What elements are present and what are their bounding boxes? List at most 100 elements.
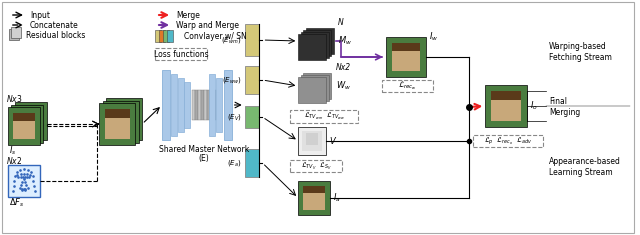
Bar [108, 107, 133, 136]
Bar [386, 37, 426, 77]
Text: $\Delta F_s$: $\Delta F_s$ [9, 197, 24, 209]
Bar [11, 27, 21, 38]
Bar [473, 135, 543, 147]
Bar [16, 110, 38, 137]
Text: $\mathcal{L}_{TV_V}$  $\mathcal{L}_{S_V}$: $\mathcal{L}_{TV_V}$ $\mathcal{L}_{S_V}$ [301, 161, 332, 172]
Bar [163, 30, 169, 42]
Text: $(E_a)$: $(E_a)$ [227, 158, 242, 168]
Bar [99, 103, 135, 145]
Bar [13, 113, 35, 121]
Bar [303, 30, 331, 56]
Bar [302, 131, 322, 151]
Bar [298, 127, 326, 155]
Text: $I_o$: $I_o$ [530, 100, 538, 112]
Bar [103, 101, 139, 142]
Bar [12, 105, 44, 142]
Bar [303, 186, 325, 193]
Bar [155, 48, 207, 60]
Bar [298, 77, 326, 103]
Bar [16, 110, 38, 118]
Text: Input: Input [30, 11, 50, 20]
Bar [9, 29, 19, 40]
Text: V: V [329, 137, 335, 145]
Text: $Nx2$: $Nx2$ [6, 154, 22, 165]
Bar [244, 106, 259, 128]
Text: Convlayer w/ SN: Convlayer w/ SN [184, 31, 246, 40]
Text: $I_a$: $I_a$ [333, 192, 340, 204]
Bar [207, 90, 210, 120]
Text: Warp and Merge: Warp and Merge [176, 20, 239, 30]
Text: Residual blocks: Residual blocks [26, 31, 85, 39]
Bar [192, 90, 195, 120]
Bar [20, 108, 42, 134]
Bar [485, 85, 527, 127]
Bar [291, 110, 358, 123]
Text: (E): (E) [198, 153, 209, 162]
Bar [108, 107, 133, 116]
Text: Nx2: Nx2 [335, 63, 351, 71]
Text: $(E_{ww})$: $(E_{ww})$ [222, 75, 242, 85]
Bar [159, 30, 165, 42]
Bar [184, 82, 190, 128]
Bar [301, 32, 328, 58]
Text: $(E_{wm})$: $(E_{wm})$ [221, 35, 242, 45]
Bar [112, 104, 137, 134]
Text: $\mathcal{L}_p$  $\mathcal{L}_{rec_o}$  $\mathcal{L}_{adv}$: $\mathcal{L}_p$ $\mathcal{L}_{rec_o}$ $\… [484, 135, 532, 147]
Bar [8, 107, 40, 145]
Text: $W_w$: $W_w$ [335, 80, 351, 92]
Bar [171, 74, 177, 136]
Text: $\mathcal{L}_{rec_w}$: $\mathcal{L}_{rec_w}$ [398, 80, 417, 92]
Bar [492, 91, 521, 121]
Bar [224, 70, 232, 140]
Bar [244, 66, 259, 94]
Bar [178, 78, 184, 132]
Bar [303, 186, 325, 210]
Bar [204, 90, 207, 120]
Bar [8, 165, 40, 197]
Bar [201, 90, 204, 120]
Text: $Nx3$: $Nx3$ [6, 93, 22, 103]
Bar [298, 34, 326, 60]
Bar [303, 73, 331, 99]
Bar [291, 160, 342, 172]
Bar [15, 102, 47, 140]
Bar [106, 98, 142, 140]
Bar [306, 28, 333, 54]
Bar [198, 90, 201, 120]
Bar [162, 70, 170, 140]
Bar [112, 104, 137, 113]
Bar [209, 74, 215, 136]
Bar [382, 80, 433, 92]
Text: $I_w$: $I_w$ [429, 31, 438, 43]
Bar [13, 113, 35, 139]
Bar [301, 75, 328, 101]
Text: Warping-based
Fetching Stream: Warping-based Fetching Stream [549, 42, 612, 62]
Bar [492, 91, 521, 100]
Text: $\mathcal{L}_{TV_{wm}}$  $\mathcal{L}_{TV_{ww}}$: $\mathcal{L}_{TV_{wm}}$ $\mathcal{L}_{TV… [303, 111, 345, 122]
Text: Loss functions: Loss functions [154, 50, 208, 59]
Text: Shared Master Network: Shared Master Network [159, 145, 249, 154]
Text: N: N [338, 17, 344, 27]
Text: Appearance-based
Learning Stream: Appearance-based Learning Stream [549, 157, 621, 177]
Bar [244, 24, 259, 56]
Bar [306, 133, 318, 145]
Bar [105, 109, 130, 139]
Bar [210, 90, 212, 120]
Bar [212, 90, 216, 120]
Text: $M_w$: $M_w$ [338, 35, 352, 47]
Bar [244, 149, 259, 177]
Bar [392, 43, 420, 51]
Text: Concatenate: Concatenate [30, 20, 79, 30]
Bar [298, 181, 330, 215]
Bar [216, 78, 221, 132]
Text: $I_s$: $I_s$ [9, 145, 17, 157]
Text: Merge: Merge [176, 11, 200, 20]
Bar [167, 30, 173, 42]
Bar [155, 30, 161, 42]
Bar [20, 108, 42, 116]
Text: $(E_V)$: $(E_V)$ [227, 112, 242, 122]
Bar [195, 90, 198, 120]
Bar [105, 109, 130, 118]
Text: Final
Merging: Final Merging [549, 97, 580, 117]
Bar [392, 43, 420, 71]
